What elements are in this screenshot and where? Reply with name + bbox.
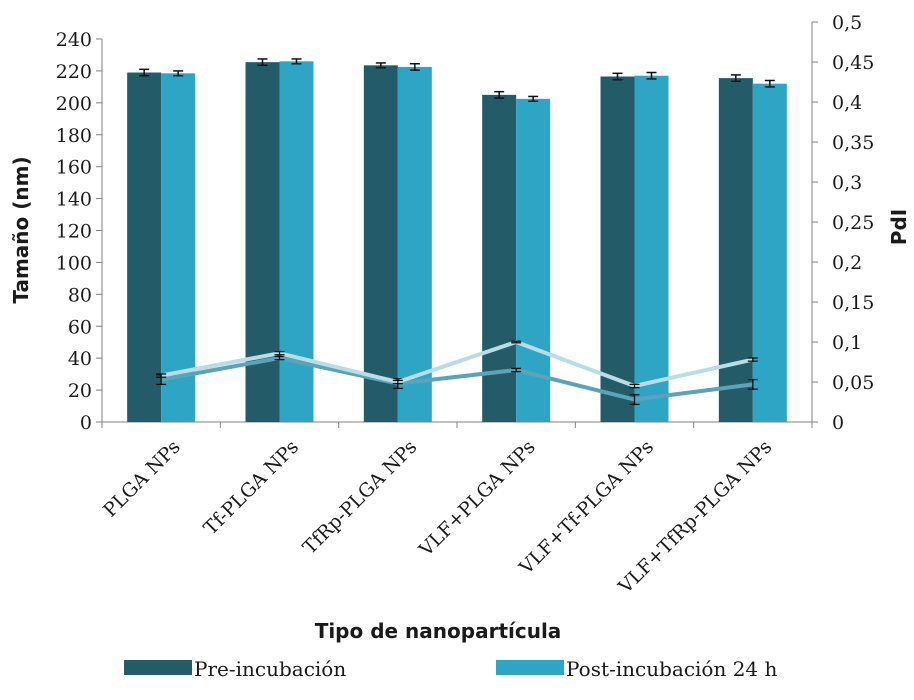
y-tick-label: 20 bbox=[68, 380, 92, 402]
y-tick-label: 200 bbox=[56, 93, 92, 115]
y-tick-label: 240 bbox=[56, 29, 92, 51]
y-tick-label: 160 bbox=[56, 157, 92, 179]
y2-tick-label: 0,25 bbox=[832, 212, 874, 234]
bar-post bbox=[279, 61, 314, 422]
y2-axis-title: PdI bbox=[887, 209, 911, 245]
y-tick-label: 80 bbox=[68, 284, 92, 306]
x-category-label: Tf-PLGA NPs bbox=[199, 436, 303, 540]
y-tick-label: 220 bbox=[56, 61, 92, 83]
legend-label: Post-incubación 24 h bbox=[566, 657, 778, 681]
bar-post bbox=[397, 66, 432, 422]
y2-tick-label: 0,1 bbox=[832, 332, 862, 354]
y-tick-label: 120 bbox=[56, 221, 92, 243]
bar-pre bbox=[245, 62, 280, 422]
legend-swatch bbox=[124, 660, 192, 675]
x-category-label: PLGA NPs bbox=[99, 436, 185, 522]
legend-label: Pre-incubación bbox=[194, 657, 346, 681]
x-category-label: TfRp-PLGA NPs bbox=[299, 436, 422, 559]
y-axis-title: Tamaño (nm) bbox=[9, 156, 33, 303]
y-tick-label: 40 bbox=[68, 348, 92, 370]
x-axis-title: Tipo de nanopartícula bbox=[315, 619, 562, 643]
y2-tick-label: 0,5 bbox=[832, 12, 862, 34]
x-category-label: VLF+Tf-PLGA NPs bbox=[515, 436, 658, 579]
y2-tick-label: 0,3 bbox=[832, 172, 862, 194]
pdi-line-2 bbox=[160, 340, 754, 388]
y-tick-label: 100 bbox=[56, 252, 92, 274]
pdi-line-1 bbox=[160, 356, 754, 402]
y2-tick-label: 0,35 bbox=[832, 132, 874, 154]
y2-tick-label: 0,2 bbox=[832, 252, 862, 274]
y-tick-label: 180 bbox=[56, 125, 92, 147]
y2-tick-label: 0,15 bbox=[832, 292, 874, 314]
legend-swatch bbox=[496, 660, 564, 675]
bar-pre bbox=[127, 72, 162, 422]
bar-post bbox=[752, 83, 787, 422]
y-tick-label: 140 bbox=[56, 189, 92, 211]
y2-tick-label: 0,45 bbox=[832, 52, 874, 74]
legend: Pre-incubación Post-incubación 24 h bbox=[124, 657, 778, 681]
bar-post bbox=[516, 98, 551, 422]
y2-tick-label: 0,05 bbox=[832, 372, 874, 394]
y2-tick-label: 0,4 bbox=[832, 92, 862, 114]
bar-pre bbox=[718, 78, 753, 423]
y-tick-label: 60 bbox=[68, 316, 92, 338]
bar-post bbox=[161, 73, 196, 422]
x-category-label: VLF+PLGA NPs bbox=[414, 436, 539, 561]
bar-post bbox=[634, 75, 669, 423]
plot-area: 0 20 40 60 80 100 120 140 160 180 200 220 240 0 0,05 0,… bbox=[56, 12, 875, 599]
bar-pre bbox=[482, 94, 517, 423]
bar-pre bbox=[363, 65, 398, 423]
y-tick-label: 0 bbox=[80, 412, 92, 434]
bar-pre bbox=[600, 76, 635, 423]
y2-tick-label: 0 bbox=[832, 412, 844, 434]
